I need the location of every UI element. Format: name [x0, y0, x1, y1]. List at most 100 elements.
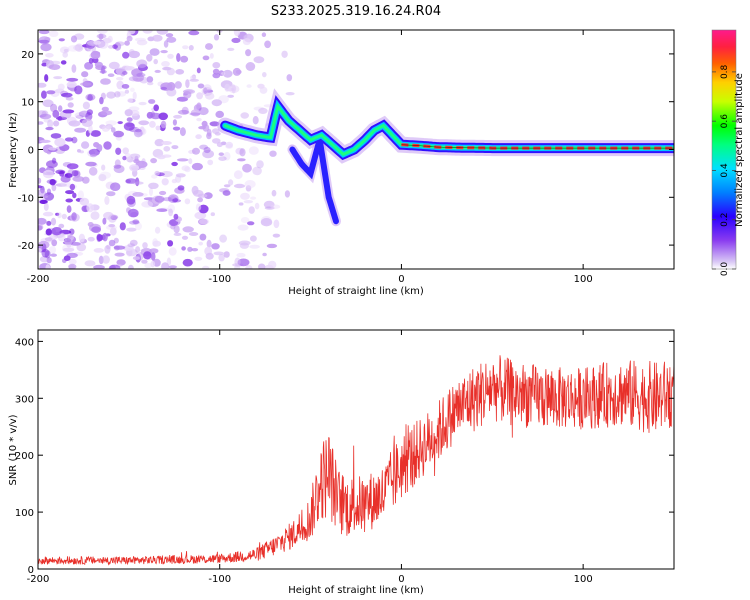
x-tick-label: 100	[574, 274, 593, 285]
ridge-centerline	[401, 144, 674, 149]
noise-blob	[73, 33, 85, 40]
noise-blob	[207, 159, 214, 166]
noise-blob	[51, 227, 63, 236]
noise-blob	[74, 127, 86, 133]
noise-blob	[256, 160, 264, 169]
noise-blob	[172, 126, 181, 131]
noise-blob	[166, 36, 177, 43]
noise-blob	[127, 264, 134, 269]
noise-blob	[246, 65, 254, 69]
noise-blob	[233, 170, 243, 180]
x-tick-label: 0	[398, 274, 404, 285]
noise-blob	[64, 137, 74, 142]
noise-blob	[101, 164, 106, 171]
noise-blob	[199, 233, 207, 241]
noise-blob	[168, 265, 177, 269]
noise-blob	[176, 158, 189, 162]
snr-background	[38, 330, 674, 569]
noise-blob	[156, 30, 169, 35]
noise-blob	[246, 84, 252, 88]
noise-blob	[90, 154, 97, 158]
noise-blob	[108, 61, 120, 70]
noise-blob	[78, 110, 91, 118]
noise-blob	[38, 39, 50, 44]
noise-blob	[77, 190, 84, 200]
noise-blob	[197, 83, 205, 89]
noise-blob	[257, 83, 265, 89]
noise-blob	[205, 252, 214, 260]
noise-blob	[215, 110, 224, 118]
noise-blob	[122, 51, 130, 59]
noise-blob	[110, 182, 121, 191]
noise-blob	[88, 166, 98, 176]
noise-blob	[225, 143, 233, 149]
noise-blob	[237, 158, 246, 162]
noise-blob	[213, 70, 220, 74]
noise-blob	[71, 136, 78, 144]
noise-blob	[286, 74, 293, 82]
noise-blob	[66, 77, 79, 82]
noise-blob	[272, 233, 281, 238]
noise-blob	[64, 237, 73, 245]
noise-blob	[160, 86, 168, 90]
noise-blob	[146, 54, 153, 62]
noise-blob	[88, 148, 100, 156]
noise-blob	[81, 141, 90, 149]
noise-blob	[149, 48, 160, 56]
noise-blob	[135, 246, 141, 253]
noise-blob	[38, 223, 44, 231]
noise-blob	[106, 91, 116, 99]
noise-blob	[101, 106, 109, 112]
noise-blob	[58, 223, 65, 229]
noise-blob	[132, 181, 144, 185]
noise-blob	[152, 34, 163, 42]
noise-blob	[222, 69, 233, 78]
noise-blob	[47, 119, 54, 128]
noise-blob	[262, 72, 267, 78]
noise-blob	[42, 99, 54, 108]
noise-blob	[192, 147, 200, 155]
noise-blob	[205, 92, 215, 100]
noise-blob	[57, 232, 66, 242]
noise-blob	[62, 244, 74, 254]
colorbar-frame	[711, 29, 737, 270]
noise-blob	[218, 152, 224, 156]
noise-blob	[198, 241, 203, 246]
noise-blob	[167, 82, 176, 91]
noise-blob	[58, 105, 63, 112]
colorbar-tick-label: 0.0	[720, 262, 730, 277]
noise-blob	[232, 67, 241, 76]
noise-blob	[203, 192, 213, 200]
noise-blob	[138, 63, 148, 71]
noise-blob	[117, 121, 123, 125]
noise-blob	[61, 213, 67, 220]
noise-blob	[175, 173, 186, 178]
noise-blob	[60, 175, 71, 183]
noise-blob	[188, 158, 193, 165]
noise-blob	[202, 265, 210, 269]
noise-blob	[146, 76, 154, 83]
noise-blob	[163, 146, 171, 152]
noise-blob	[38, 177, 42, 184]
noise-blob	[104, 245, 111, 254]
y-tick-label: 20	[21, 50, 34, 61]
noise-blob	[116, 91, 127, 97]
noise-blob	[51, 239, 58, 247]
noise-blob	[126, 35, 133, 42]
noise-blob	[153, 58, 158, 65]
noise-blob	[177, 109, 190, 115]
y-tick-label: -10	[18, 193, 34, 204]
noise-blob	[223, 151, 231, 161]
noise-blob	[218, 156, 227, 162]
noise-blob	[132, 256, 140, 260]
noise-blob	[129, 164, 140, 172]
noise-blob	[49, 179, 56, 186]
noise-blob	[132, 192, 144, 197]
colorbar-gradient	[712, 30, 736, 269]
noise-blob	[60, 60, 67, 65]
noise-blob	[62, 51, 68, 58]
noise-blob	[181, 246, 186, 251]
noise-blob	[238, 202, 244, 206]
noise-blob	[119, 222, 126, 231]
